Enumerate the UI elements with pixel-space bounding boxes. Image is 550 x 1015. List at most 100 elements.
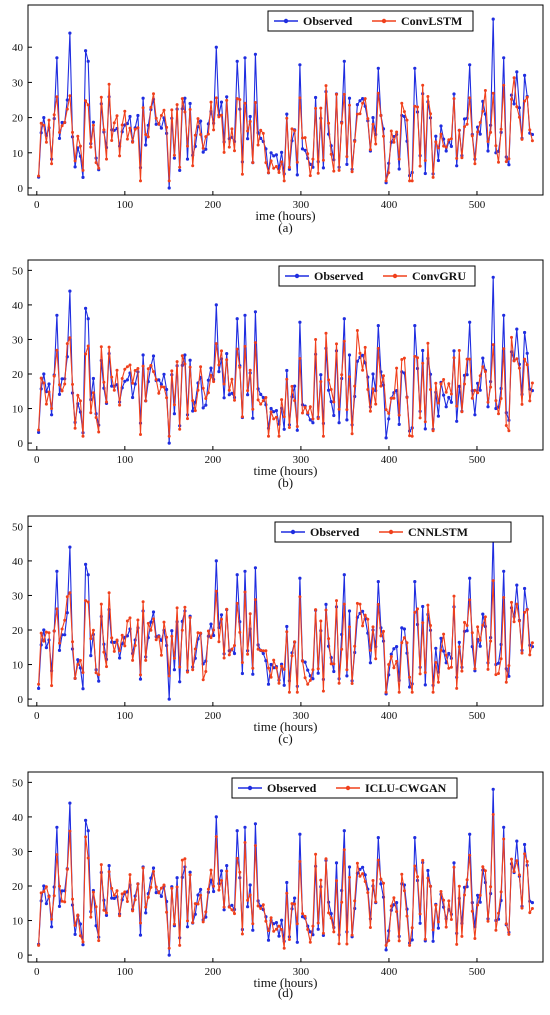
data-point bbox=[267, 434, 270, 438]
data-point bbox=[392, 896, 396, 900]
data-point bbox=[293, 399, 297, 403]
data-point bbox=[55, 56, 59, 60]
data-point bbox=[235, 347, 239, 351]
data-point bbox=[523, 610, 527, 614]
x-tick-label: 100 bbox=[117, 199, 134, 211]
data-point bbox=[266, 682, 271, 686]
x-tick-label: 200 bbox=[205, 199, 222, 211]
data-point bbox=[259, 402, 263, 406]
data-point bbox=[355, 861, 359, 865]
data-point bbox=[293, 384, 297, 388]
data-point bbox=[188, 365, 192, 369]
data-point bbox=[421, 83, 425, 87]
data-point bbox=[481, 623, 485, 627]
data-point bbox=[306, 152, 310, 156]
data-point bbox=[371, 372, 375, 376]
data-point bbox=[382, 629, 385, 633]
data-point bbox=[502, 56, 506, 60]
data-point bbox=[44, 140, 48, 144]
data-point bbox=[350, 432, 354, 436]
data-point bbox=[165, 387, 169, 392]
data-point bbox=[131, 658, 135, 662]
data-point bbox=[340, 900, 344, 904]
data-point bbox=[183, 605, 187, 609]
data-point bbox=[515, 327, 519, 331]
data-point bbox=[413, 354, 417, 358]
data-point bbox=[290, 902, 294, 906]
data-point bbox=[89, 145, 93, 149]
data-point bbox=[410, 926, 414, 930]
data-point bbox=[196, 117, 200, 121]
data-point bbox=[413, 580, 417, 584]
data-point bbox=[311, 924, 315, 928]
data-point bbox=[287, 426, 291, 429]
data-point bbox=[159, 894, 163, 899]
data-point bbox=[293, 640, 297, 644]
data-point bbox=[405, 914, 409, 918]
data-point bbox=[44, 630, 48, 634]
data-point bbox=[389, 129, 393, 133]
data-point bbox=[285, 116, 289, 120]
data-point bbox=[523, 357, 527, 361]
data-point bbox=[515, 583, 519, 587]
data-point bbox=[230, 127, 234, 131]
data-point bbox=[248, 893, 252, 897]
data-point bbox=[120, 123, 124, 127]
data-point bbox=[188, 108, 192, 111]
data-point bbox=[295, 690, 299, 694]
data-point bbox=[476, 391, 480, 395]
data-point bbox=[452, 865, 456, 869]
data-point bbox=[449, 400, 453, 404]
data-point bbox=[468, 853, 472, 857]
data-point bbox=[520, 906, 524, 910]
data-point bbox=[418, 164, 422, 168]
data-point bbox=[188, 873, 192, 877]
data-point bbox=[517, 873, 521, 877]
data-point bbox=[470, 631, 474, 635]
data-point bbox=[436, 680, 440, 684]
data-point bbox=[52, 629, 56, 633]
y-tick-label: 30 bbox=[12, 77, 24, 89]
data-point bbox=[97, 939, 101, 943]
data-point bbox=[91, 890, 95, 894]
x-tick-label: 400 bbox=[381, 454, 398, 466]
data-point bbox=[382, 374, 385, 378]
legend: Observed ConvGRU bbox=[278, 265, 476, 287]
data-point bbox=[214, 559, 218, 563]
x-tick-label: 400 bbox=[381, 199, 398, 211]
data-point bbox=[358, 99, 362, 103]
data-point bbox=[465, 878, 469, 882]
data-point bbox=[468, 576, 472, 580]
data-point bbox=[324, 608, 328, 612]
data-point bbox=[494, 399, 498, 403]
data-point bbox=[91, 376, 95, 381]
data-point bbox=[523, 852, 527, 856]
data-point bbox=[478, 644, 482, 648]
data-point bbox=[442, 393, 446, 397]
data-point bbox=[405, 118, 409, 122]
data-point bbox=[460, 669, 464, 673]
data-point bbox=[504, 922, 508, 926]
data-point bbox=[68, 591, 72, 595]
data-point bbox=[465, 624, 469, 627]
data-point bbox=[470, 909, 474, 913]
data-point bbox=[175, 103, 179, 107]
data-point bbox=[473, 162, 477, 166]
data-point bbox=[209, 366, 213, 370]
data-point bbox=[230, 377, 234, 381]
data-point bbox=[379, 114, 383, 117]
data-point bbox=[68, 336, 72, 340]
data-point bbox=[429, 112, 432, 116]
data-point bbox=[499, 127, 503, 131]
data-point bbox=[154, 885, 158, 889]
data-point bbox=[175, 876, 179, 880]
data-point bbox=[502, 825, 506, 829]
data-point bbox=[240, 172, 244, 176]
data-point bbox=[185, 157, 190, 161]
data-point bbox=[81, 687, 85, 691]
data-point bbox=[89, 637, 93, 641]
data-point bbox=[444, 925, 448, 929]
data-point bbox=[139, 433, 142, 436]
series-line-observed bbox=[38, 533, 533, 700]
data-point bbox=[44, 902, 49, 906]
